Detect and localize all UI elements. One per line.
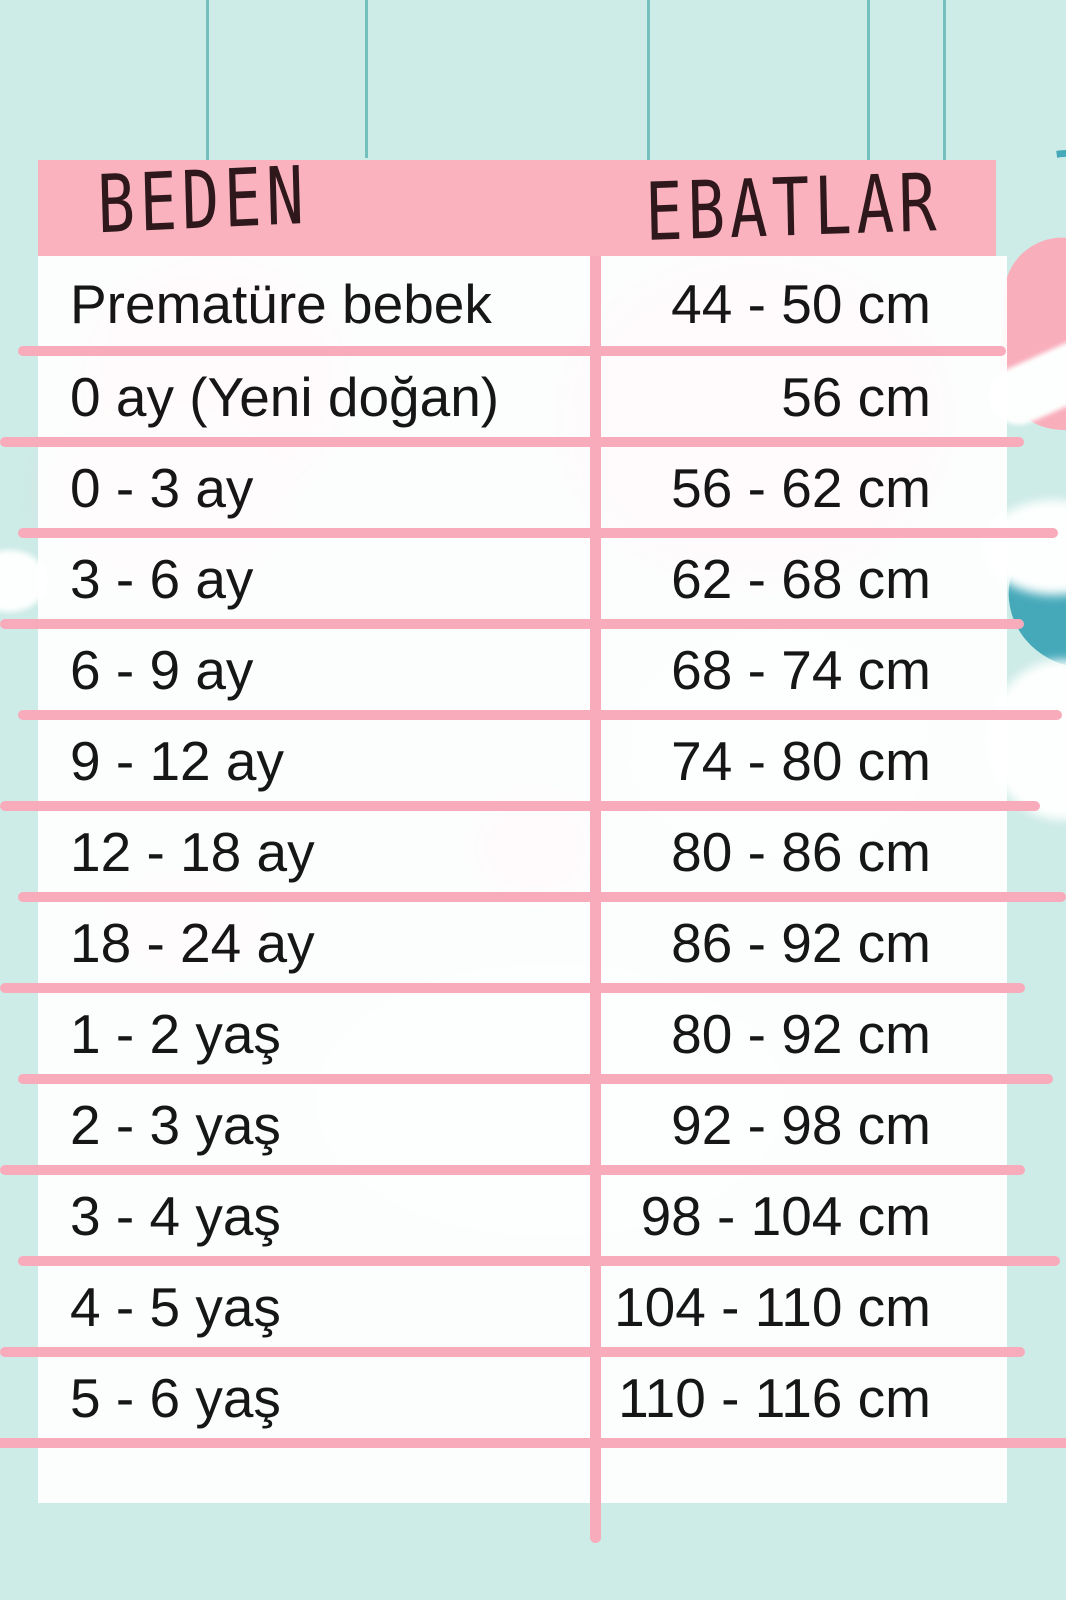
table-row: 18 - 24 ay 86 - 92 cm bbox=[38, 897, 1007, 988]
dimension-cell: 56 cm bbox=[781, 365, 931, 428]
table-row: 1 - 2 yaş 80 - 92 cm bbox=[38, 988, 1007, 1079]
dimension-cell: 86 - 92 cm bbox=[671, 911, 931, 974]
row-divider-line bbox=[0, 1347, 1025, 1357]
size-cell: 0 ay (Yeni doğan) bbox=[70, 365, 500, 428]
row-divider-line bbox=[18, 346, 1006, 356]
table-row: 0 ay (Yeni doğan) 56 cm bbox=[38, 351, 1007, 442]
dimension-cell: 92 - 98 cm bbox=[671, 1093, 931, 1156]
dimension-cell: 80 - 92 cm bbox=[671, 1002, 931, 1065]
table-row: 3 - 6 ay 62 - 68 cm bbox=[38, 533, 1007, 624]
table-header: BEDEN EBATLAR bbox=[38, 149, 996, 259]
table-row: 0 - 3 ay 56 - 62 cm bbox=[38, 442, 1007, 533]
table-row: 4 - 5 yaş 104 - 110 cm bbox=[38, 1261, 1007, 1352]
size-cell: 2 - 3 yaş bbox=[70, 1093, 281, 1156]
row-divider-line bbox=[18, 710, 1062, 720]
dimension-cell: 80 - 86 cm bbox=[671, 820, 931, 883]
row-divider-line bbox=[0, 1165, 1025, 1175]
hanging-string bbox=[206, 0, 209, 160]
header-dimensions-column-label: EBATLAR bbox=[644, 156, 942, 259]
row-divider-line bbox=[0, 1438, 1066, 1448]
dimension-cell: 68 - 74 cm bbox=[671, 638, 931, 701]
size-cell: 12 - 18 ay bbox=[70, 820, 315, 883]
row-divider-line bbox=[18, 892, 1066, 902]
table-row: 5 - 6 yaş 110 - 116 cm bbox=[38, 1352, 1007, 1443]
size-cell: 9 - 12 ay bbox=[70, 729, 285, 792]
hanging-string bbox=[365, 0, 368, 158]
row-divider-line bbox=[18, 1074, 1053, 1084]
hanging-string bbox=[867, 0, 870, 160]
header-size-column-label: BEDEN bbox=[95, 148, 310, 252]
dimension-cell: 110 - 116 cm bbox=[618, 1366, 931, 1429]
size-cell: 1 - 2 yaş bbox=[70, 1002, 281, 1065]
row-divider-line bbox=[0, 801, 1040, 811]
size-cell: 18 - 24 ay bbox=[70, 911, 315, 974]
size-table: BEDEN EBATLAR Prematüre bebek 44 - 50 cm… bbox=[38, 149, 1007, 1503]
dimension-cell: 56 - 62 cm bbox=[671, 456, 931, 519]
size-cell: 0 - 3 ay bbox=[70, 456, 254, 519]
size-cell: 4 - 5 yaş bbox=[70, 1275, 281, 1338]
row-divider-line bbox=[0, 983, 1025, 993]
table-row-empty bbox=[38, 1443, 1007, 1503]
size-cell bbox=[38, 1443, 590, 1503]
table-row: Prematüre bebek 44 - 50 cm bbox=[38, 256, 1007, 351]
size-cell: 3 - 6 ay bbox=[70, 547, 254, 610]
table-body: Prematüre bebek 44 - 50 cm 0 ay (Yeni do… bbox=[38, 256, 1007, 1503]
hanging-string bbox=[647, 0, 650, 160]
size-cell: 5 - 6 yaş bbox=[70, 1366, 281, 1429]
dimension-cell: 104 - 110 cm bbox=[614, 1275, 931, 1338]
table-row: 12 - 18 ay 80 - 86 cm bbox=[38, 806, 1007, 897]
hanging-string bbox=[943, 0, 946, 160]
row-divider-line bbox=[0, 437, 1024, 447]
dimension-cell: 98 - 104 cm bbox=[640, 1184, 931, 1247]
dimension-cell bbox=[590, 1443, 1007, 1503]
table-row: 6 - 9 ay 68 - 74 cm bbox=[38, 624, 1007, 715]
dimension-cell: 62 - 68 cm bbox=[671, 547, 931, 610]
table-row: 3 - 4 yaş 98 - 104 cm bbox=[38, 1170, 1007, 1261]
table-row: 2 - 3 yaş 92 - 98 cm bbox=[38, 1079, 1007, 1170]
table-row: 9 - 12 ay 74 - 80 cm bbox=[38, 715, 1007, 806]
row-divider-line bbox=[18, 528, 1058, 538]
row-divider-line bbox=[18, 1256, 1060, 1266]
dimension-cell: 44 - 50 cm bbox=[671, 272, 931, 335]
size-cell: 6 - 9 ay bbox=[70, 638, 254, 701]
size-cell: 3 - 4 yaş bbox=[70, 1184, 281, 1247]
row-divider-line bbox=[0, 619, 1024, 629]
dimension-cell: 74 - 80 cm bbox=[671, 729, 931, 792]
size-cell: Prematüre bebek bbox=[70, 272, 492, 335]
